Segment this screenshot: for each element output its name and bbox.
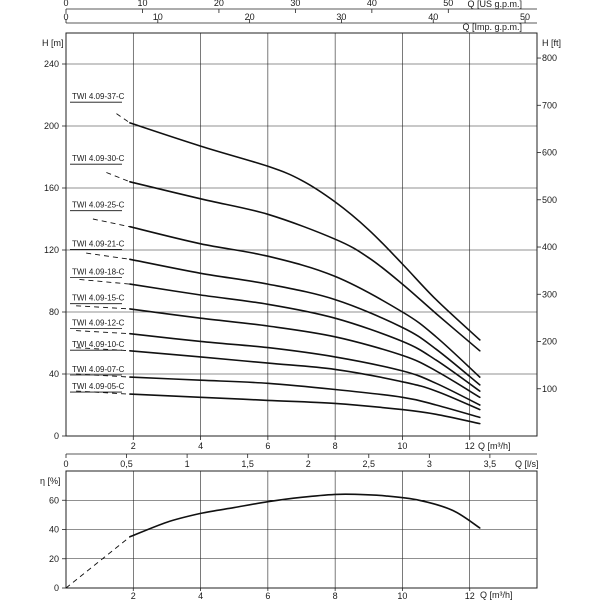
- head-y2-axis-title: H [ft]: [542, 38, 561, 48]
- top-axis-title: Q [US g.p.m.]: [467, 0, 522, 9]
- head-curve-dash: [79, 279, 130, 285]
- head-y2-tick-label: 700: [542, 100, 557, 110]
- eff-x-tick-label: 8: [333, 591, 338, 600]
- head-y2-tick-label: 300: [542, 289, 557, 299]
- eff-x-axis-title: Q [m³/h]: [480, 590, 513, 600]
- eff-top-axis-tick-label: 2: [306, 459, 311, 469]
- head-curve-dash: [86, 252, 130, 260]
- head-y-tick-label: 160: [44, 183, 59, 193]
- eff-top-axis-tick-label: 1: [185, 459, 190, 469]
- head-y2-tick-label: 600: [542, 148, 557, 158]
- eff-x-tick-label: 2: [131, 591, 136, 600]
- head-curve-twi-4-09-21-c: [129, 258, 481, 386]
- curve-label: TWI 4.09-25-C: [72, 201, 125, 210]
- head-y-tick-label: 200: [44, 121, 59, 131]
- efficiency-curve: [129, 493, 481, 538]
- head-y2-tick-label: 500: [542, 195, 557, 205]
- top-axis-tick-label: 50: [443, 0, 453, 8]
- eff-x-tick-label: 12: [465, 591, 475, 600]
- eff-y-axis-title: η [%]: [40, 476, 61, 486]
- head-plot-frame: [65, 32, 538, 437]
- curve-label: TWI 4.09-37-C: [72, 92, 125, 101]
- head-y-tick-label: 120: [44, 245, 59, 255]
- head-y-tick-label: 0: [54, 431, 59, 441]
- head-curve-twi-4-09-37-c: [129, 122, 481, 341]
- head-curve-dash: [92, 218, 131, 228]
- curve-label: TWI 4.09-30-C: [72, 154, 125, 163]
- head-curve-dash: [76, 305, 130, 310]
- head-x-tick-label: 6: [265, 441, 270, 451]
- top-axis-tick-label: 0: [63, 12, 68, 22]
- head-curve-twi-4-09-25-c: [129, 225, 481, 378]
- top-axis-tick-label: 30: [290, 0, 300, 8]
- top-axis-tick-label: 40: [367, 0, 377, 8]
- curve-label: TWI 4.09-21-C: [72, 239, 125, 248]
- curve-label: TWI 4.09-10-C: [72, 340, 125, 349]
- eff-top-axis-tick-label: 3,5: [484, 459, 497, 469]
- head-y-tick-label: 240: [44, 59, 59, 69]
- top-axis-tick-label: 10: [137, 0, 147, 8]
- eff-top-axis-tick-label: 2,5: [363, 459, 376, 469]
- top-axis-tick-label: 10: [153, 12, 163, 22]
- curve-label: TWI 4.09-12-C: [72, 319, 125, 328]
- head-curve-dash: [76, 330, 130, 335]
- top-axis-tick-label: 0: [63, 0, 68, 8]
- head-curve-twi-4-09-12-c: [129, 332, 481, 406]
- eff-x-tick-label: 6: [265, 591, 270, 600]
- head-y2-tick-label: 400: [542, 242, 557, 252]
- curve-label: TWI 4.09-18-C: [72, 267, 125, 276]
- head-curve-dash: [76, 390, 130, 395]
- eff-top-axis-tick-label: 0: [63, 459, 68, 469]
- eff-y-tick-label: 40: [49, 525, 59, 535]
- eff-top-axis-tick-label: 0,5: [120, 459, 133, 469]
- top-axis-tick-label: 20: [214, 0, 224, 8]
- head-y-axis-title: H [m]: [42, 38, 64, 48]
- eff-y-tick-label: 60: [49, 495, 59, 505]
- top-axis-title: Q [Imp. g.p.m.]: [462, 22, 522, 32]
- curve-label: TWI 4.09-05-C: [72, 382, 125, 391]
- head-y2-tick-label: 100: [542, 384, 557, 394]
- head-curve-twi-4-09-05-c: [129, 393, 481, 425]
- efficiency-panel: 0 0,5 1 1,5 2 2,5 3 3,5 Q [l/s] 2 4 6 8 10 12 Q [m³/h] 0…: [40, 453, 539, 600]
- curve-label: TWI 4.09-15-C: [72, 294, 125, 303]
- curve-label: TWI 4.09-07-C: [72, 365, 125, 374]
- head-curve-twi-4-09-10-c: [129, 350, 481, 411]
- head-y2-tick-label: 800: [542, 53, 557, 63]
- head-curve-dash: [106, 172, 131, 183]
- head-curve-twi-4-09-18-c: [129, 283, 481, 392]
- eff-top-axis-tick-label: 1,5: [241, 459, 254, 469]
- eff-y-tick-label: 20: [49, 554, 59, 564]
- head-y-tick-label: 40: [49, 369, 59, 379]
- head-curve-dash: [76, 373, 130, 378]
- top-axis-tick-label: 20: [245, 12, 255, 22]
- head-x-tick-label: 8: [333, 441, 338, 451]
- head-y2-tick-label: 200: [542, 337, 557, 347]
- eff-x-tick-label: 4: [198, 591, 203, 600]
- head-x-tick-label: 2: [131, 441, 136, 451]
- head-curve-dash: [116, 113, 131, 124]
- eff-top-axis-tick-label: 3: [427, 459, 432, 469]
- head-y-tick-label: 80: [49, 307, 59, 317]
- head-x-tick-label: 12: [465, 441, 475, 451]
- head-x-tick-label: 10: [397, 441, 407, 451]
- efficiency-curve-dash: [65, 536, 131, 589]
- head-x-tick-label: 4: [198, 441, 203, 451]
- top-axis-tick-label: 50: [520, 12, 530, 22]
- eff-y-tick-label: 0: [54, 583, 59, 593]
- top-axis-tick-label: 40: [428, 12, 438, 22]
- head-x-axis-title: Q [m³/h]: [478, 441, 511, 451]
- head-curve-twi-4-09-15-c: [129, 308, 481, 399]
- head-curve-twi-4-09-30-c: [129, 181, 481, 352]
- eff-x-tick-label: 10: [397, 591, 407, 600]
- head-curve-twi-4-09-07-c: [129, 376, 481, 419]
- eff-top-axis-title: Q [l/s]: [515, 459, 539, 469]
- top-axis-tick-label: 30: [336, 12, 346, 22]
